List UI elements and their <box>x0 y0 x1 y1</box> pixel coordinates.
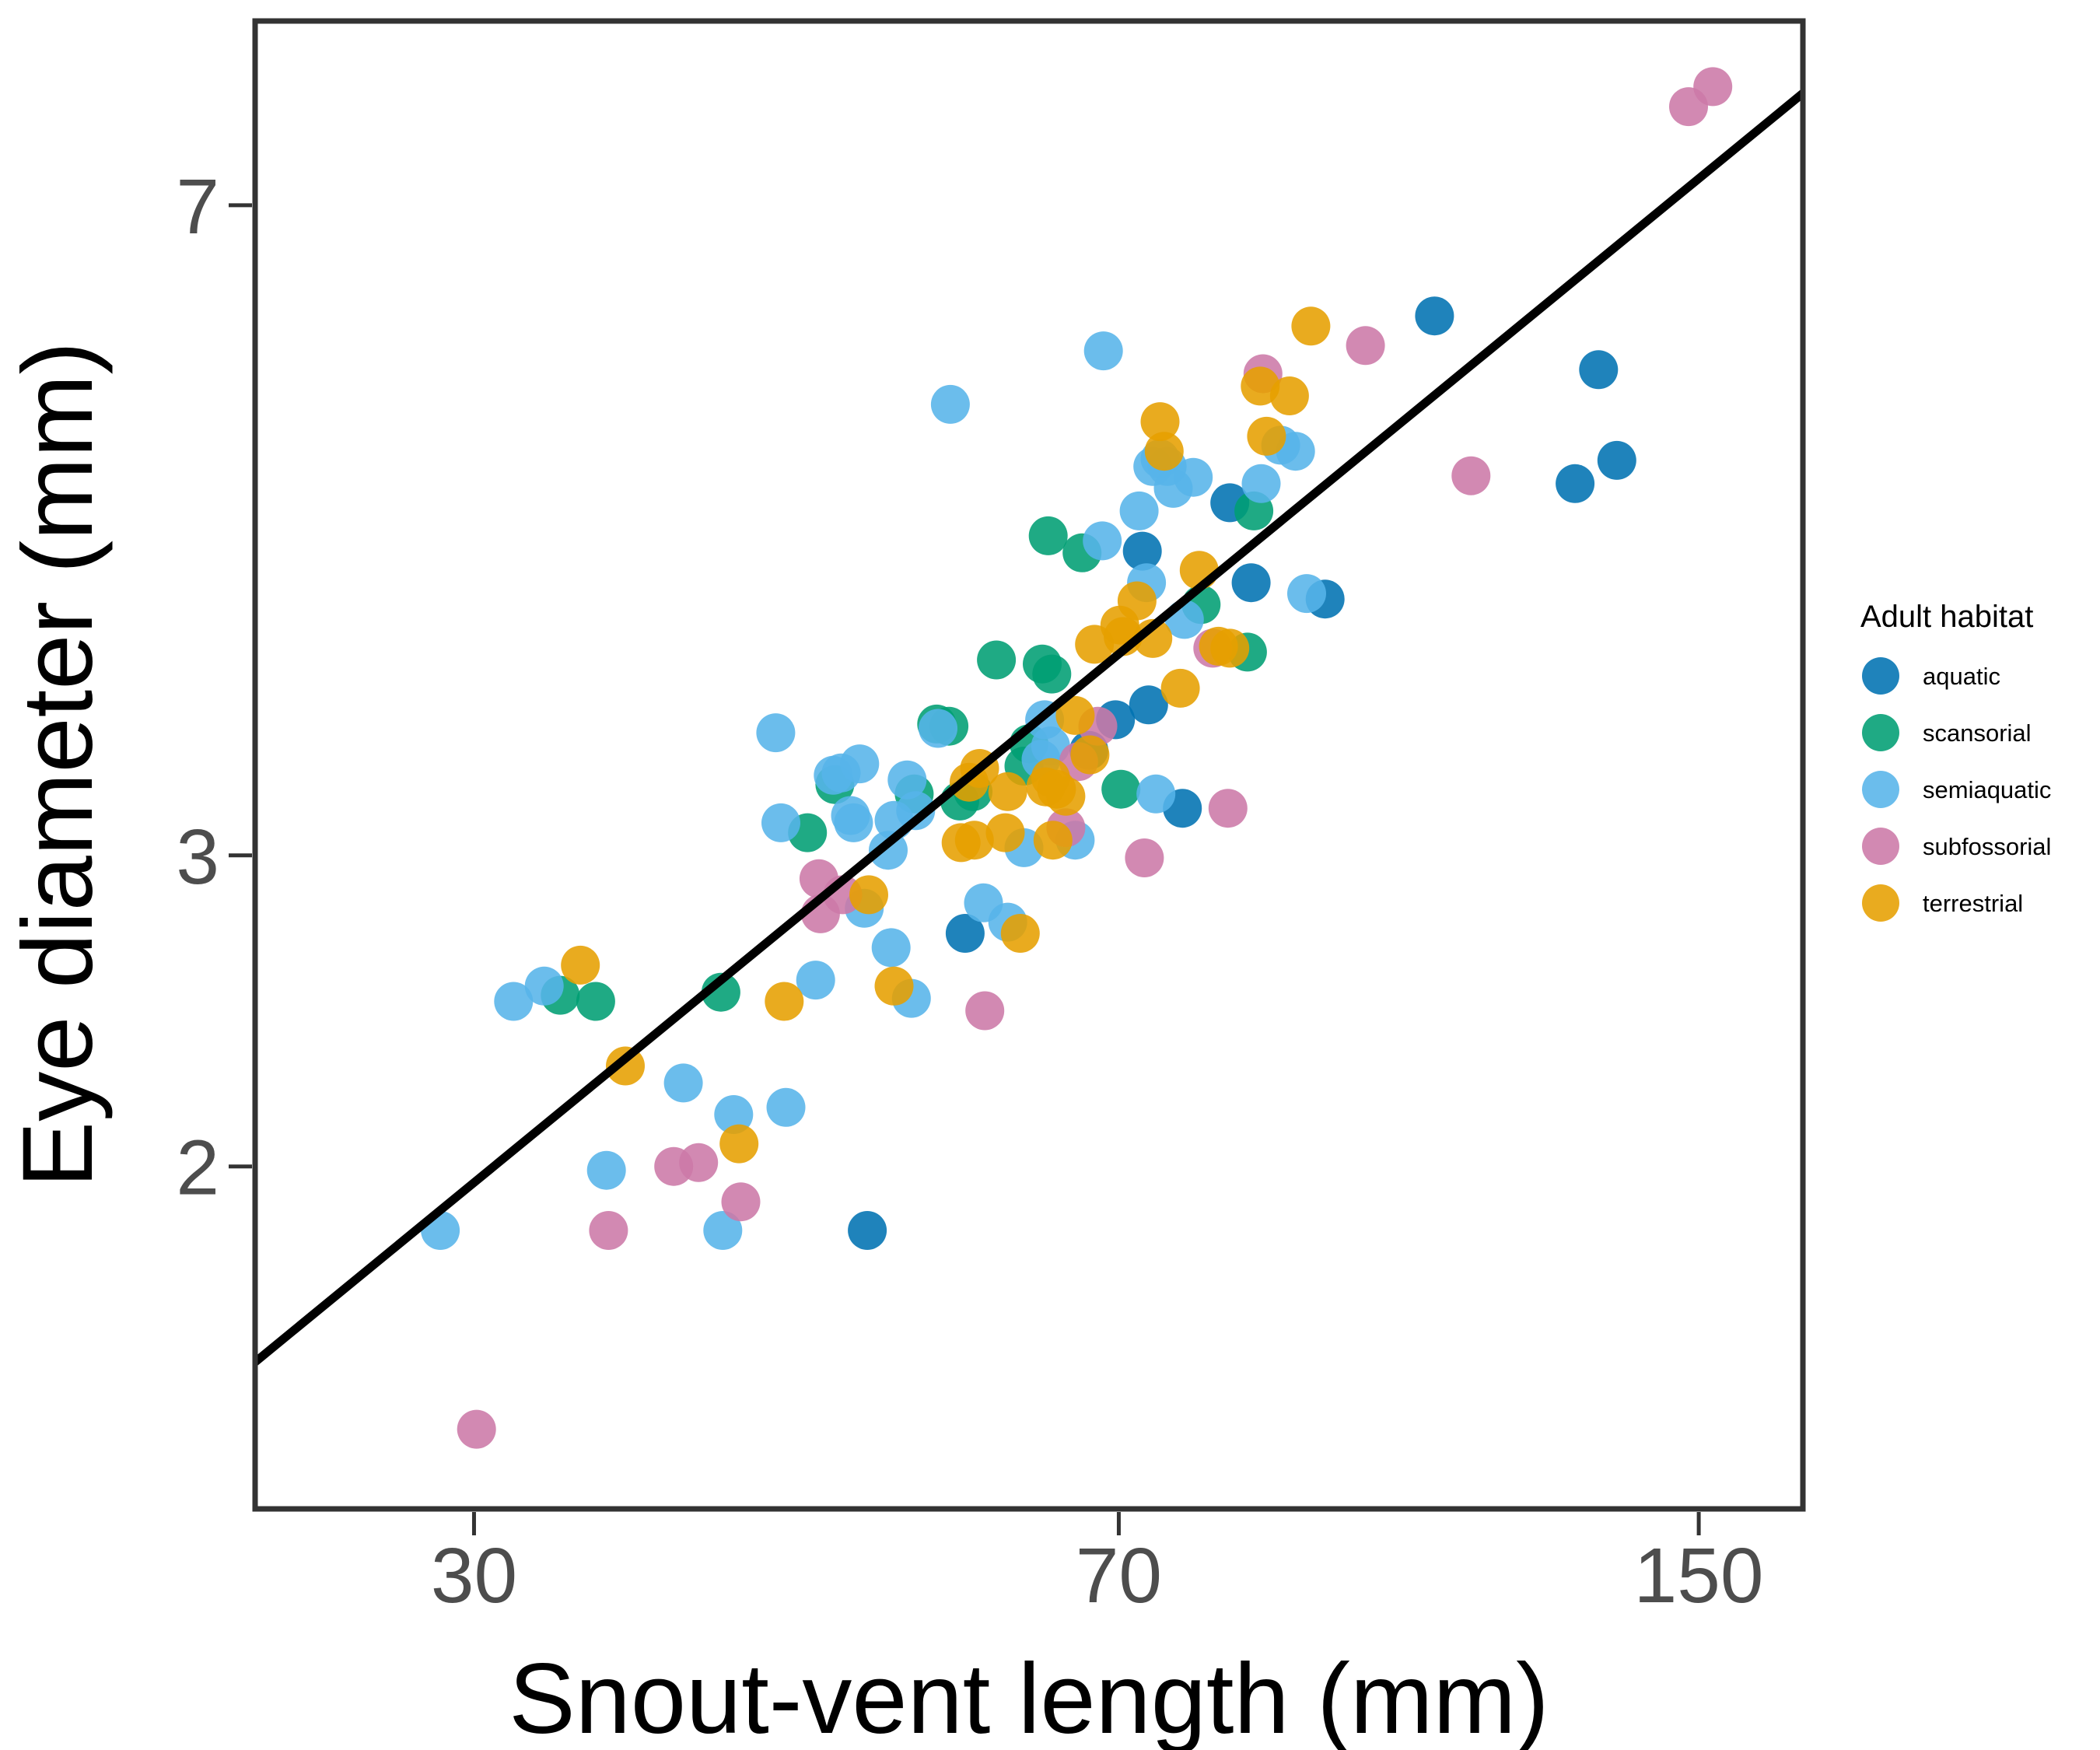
x-tick-label: 70 <box>1076 1532 1162 1619</box>
point-terrestrial <box>1070 736 1109 775</box>
point-aquatic <box>1232 563 1271 602</box>
point-subfossorial <box>965 992 1004 1031</box>
point-terrestrial <box>765 982 803 1021</box>
point-semiaquatic <box>587 1151 626 1190</box>
legend-key-aquatic <box>1862 657 1899 695</box>
point-semiaquatic <box>1174 458 1213 497</box>
point-semiaquatic <box>1084 331 1123 370</box>
point-semiaquatic <box>525 967 564 1006</box>
point-subfossorial <box>679 1143 718 1182</box>
point-subfossorial <box>457 1410 496 1449</box>
point-aquatic <box>1579 350 1618 389</box>
point-terrestrial <box>1270 376 1309 415</box>
point-terrestrial <box>986 814 1025 852</box>
point-semiaquatic <box>1120 492 1159 530</box>
point-semiaquatic <box>1287 574 1326 613</box>
point-scansorial <box>1032 655 1071 694</box>
point-semiaquatic <box>919 709 957 748</box>
point-terrestrial <box>1034 821 1073 859</box>
y-tick-label: 7 <box>176 163 219 250</box>
y-axis-title: Eye diameter (mm) <box>2 341 114 1188</box>
legend-label-subfossorial: subfossorial <box>1923 833 2051 860</box>
point-terrestrial <box>561 946 600 985</box>
point-scansorial <box>1101 770 1140 809</box>
point-terrestrial <box>989 772 1027 811</box>
point-terrestrial <box>1001 914 1040 953</box>
point-terrestrial <box>1247 417 1286 456</box>
point-subfossorial <box>1693 67 1732 106</box>
point-semiaquatic <box>756 713 795 752</box>
point-subfossorial <box>589 1211 628 1250</box>
point-terrestrial <box>875 967 914 1006</box>
point-aquatic <box>1556 464 1594 503</box>
legend-key-scansorial <box>1862 714 1899 751</box>
point-scansorial <box>977 641 1016 680</box>
point-terrestrial <box>1145 432 1184 471</box>
y-tick-label: 3 <box>176 814 219 901</box>
point-terrestrial <box>1210 628 1249 667</box>
point-semiaquatic <box>767 1088 806 1127</box>
point-semiaquatic <box>840 744 879 783</box>
point-semiaquatic <box>1136 775 1175 814</box>
point-scansorial <box>1029 516 1068 555</box>
point-semiaquatic <box>834 803 873 842</box>
point-aquatic <box>1598 441 1636 480</box>
legend-label-scansorial: scansorial <box>1923 719 2032 747</box>
x-axis-title: Snout-vent length (mm) <box>509 1643 1549 1750</box>
point-subfossorial <box>722 1182 761 1221</box>
legend-key-subfossorial <box>1862 828 1899 865</box>
legend-label-semiaquatic: semiaquatic <box>1923 776 2051 803</box>
point-subfossorial <box>1451 457 1490 495</box>
point-aquatic <box>1415 296 1454 335</box>
legend-key-semiaquatic <box>1862 771 1899 808</box>
x-tick-label: 150 <box>1634 1532 1764 1619</box>
point-semiaquatic <box>664 1063 703 1102</box>
legend-key-terrestrial <box>1862 884 1899 922</box>
point-semiaquatic <box>1242 464 1281 503</box>
legend-title: Adult habitat <box>1860 600 2033 634</box>
legend-label-aquatic: aquatic <box>1923 663 2000 690</box>
point-scansorial <box>576 982 615 1021</box>
point-terrestrial <box>849 875 888 914</box>
legend-label-terrestrial: terrestrial <box>1923 890 2023 917</box>
point-terrestrial <box>1291 306 1330 345</box>
point-terrestrial <box>719 1125 758 1164</box>
point-terrestrial <box>1118 582 1157 621</box>
point-terrestrial <box>1046 777 1085 816</box>
y-tick-label: 2 <box>176 1125 219 1212</box>
point-semiaquatic <box>761 803 800 842</box>
point-subfossorial <box>1209 789 1248 828</box>
x-tick-label: 30 <box>431 1532 517 1619</box>
point-terrestrial <box>1161 669 1200 708</box>
point-semiaquatic <box>931 385 970 424</box>
point-subfossorial <box>1346 326 1385 365</box>
point-subfossorial <box>1125 838 1164 877</box>
point-aquatic <box>848 1211 887 1250</box>
point-semiaquatic <box>1083 521 1122 560</box>
point-semiaquatic <box>872 928 911 967</box>
